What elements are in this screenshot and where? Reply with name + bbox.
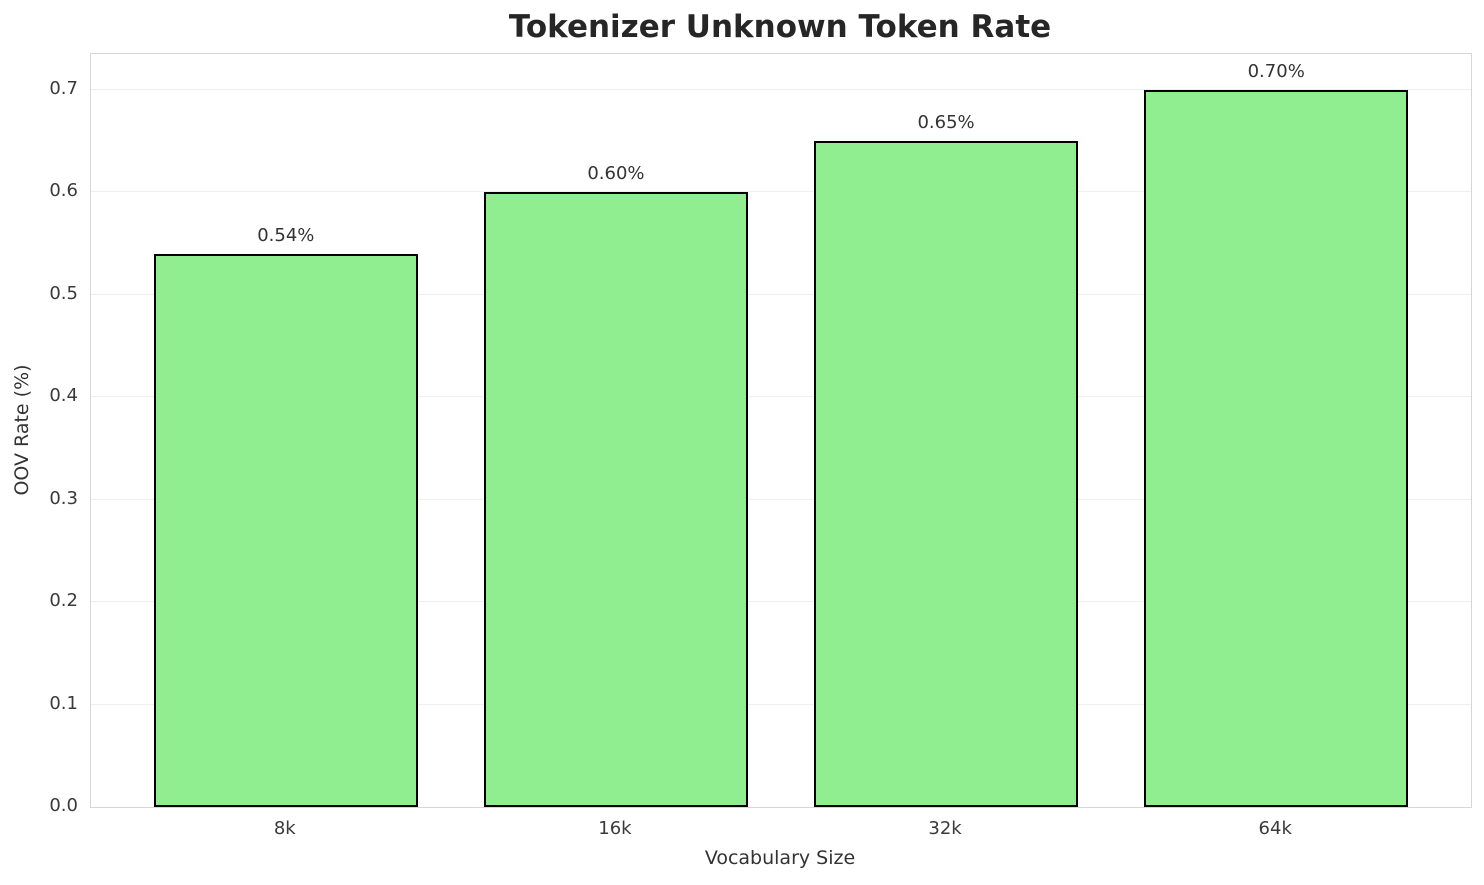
x-tick-label-64k: 64k	[1258, 818, 1292, 839]
bar-64k	[1144, 89, 1409, 807]
gridline	[91, 601, 1471, 603]
y-tick-label: 0.5	[49, 282, 78, 304]
chart-title: Tokenizer Unknown Token Rate	[508, 9, 1052, 45]
y-axis-label: OOV Rate (%)	[11, 364, 33, 496]
y-tick-label: 0.6	[49, 180, 78, 202]
bar-16k	[483, 192, 748, 807]
y-tick-label: 0.2	[49, 590, 78, 612]
x-tick-label-16k: 16k	[598, 818, 632, 839]
y-tick-label: 0.3	[49, 487, 78, 509]
x-axis-label: Vocabulary Size	[704, 847, 856, 869]
gridline	[91, 396, 1471, 398]
y-tick-label: 0.7	[49, 77, 78, 99]
bar-value-label: 0.54%	[257, 224, 315, 246]
gridline	[91, 293, 1471, 295]
x-tick-label-32k: 32k	[928, 818, 962, 839]
gridline	[91, 191, 1471, 193]
bar-8k	[153, 253, 418, 807]
y-tick-label: 0.0	[49, 795, 78, 816]
y-tick-label: 0.1	[49, 692, 78, 714]
bar-value-label: 0.60%	[587, 163, 645, 185]
bar-value-label: 0.70%	[1247, 60, 1305, 82]
gridline	[91, 498, 1471, 500]
gridline	[91, 703, 1471, 705]
gridline	[91, 88, 1471, 90]
x-tick-label-8k: 8k	[273, 818, 296, 839]
y-tick-label: 0.4	[49, 385, 78, 407]
plot-area: 0.54% 0.60% 0.65% 0.70%	[90, 53, 1472, 808]
bar-value-label: 0.65%	[917, 112, 975, 134]
bar-32k	[814, 141, 1079, 807]
